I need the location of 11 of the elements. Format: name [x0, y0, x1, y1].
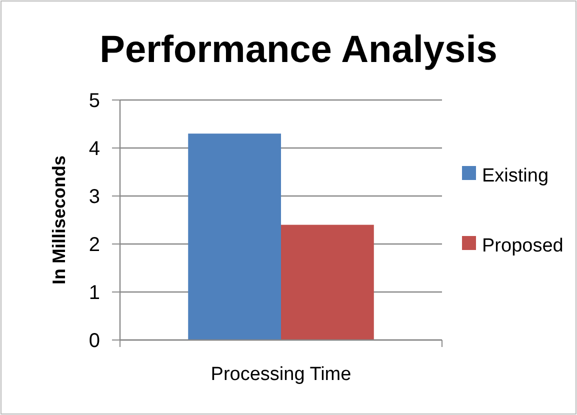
chart-title: Performance Analysis — [100, 29, 498, 71]
y-axis-title: In Milliseconds — [49, 155, 69, 285]
y-tick-label: 1 — [88, 282, 100, 304]
y-tick-label: 4 — [88, 138, 100, 160]
y-tick-label: 5 — [88, 90, 100, 112]
legend-label: Existing — [482, 166, 549, 187]
y-tick-label: 3 — [88, 186, 100, 208]
legend-label: Proposed — [482, 236, 564, 257]
x-tick-label: Processing Time — [210, 364, 352, 385]
y-tick-label: 0 — [88, 330, 100, 352]
y-tick-label: 2 — [88, 234, 100, 256]
